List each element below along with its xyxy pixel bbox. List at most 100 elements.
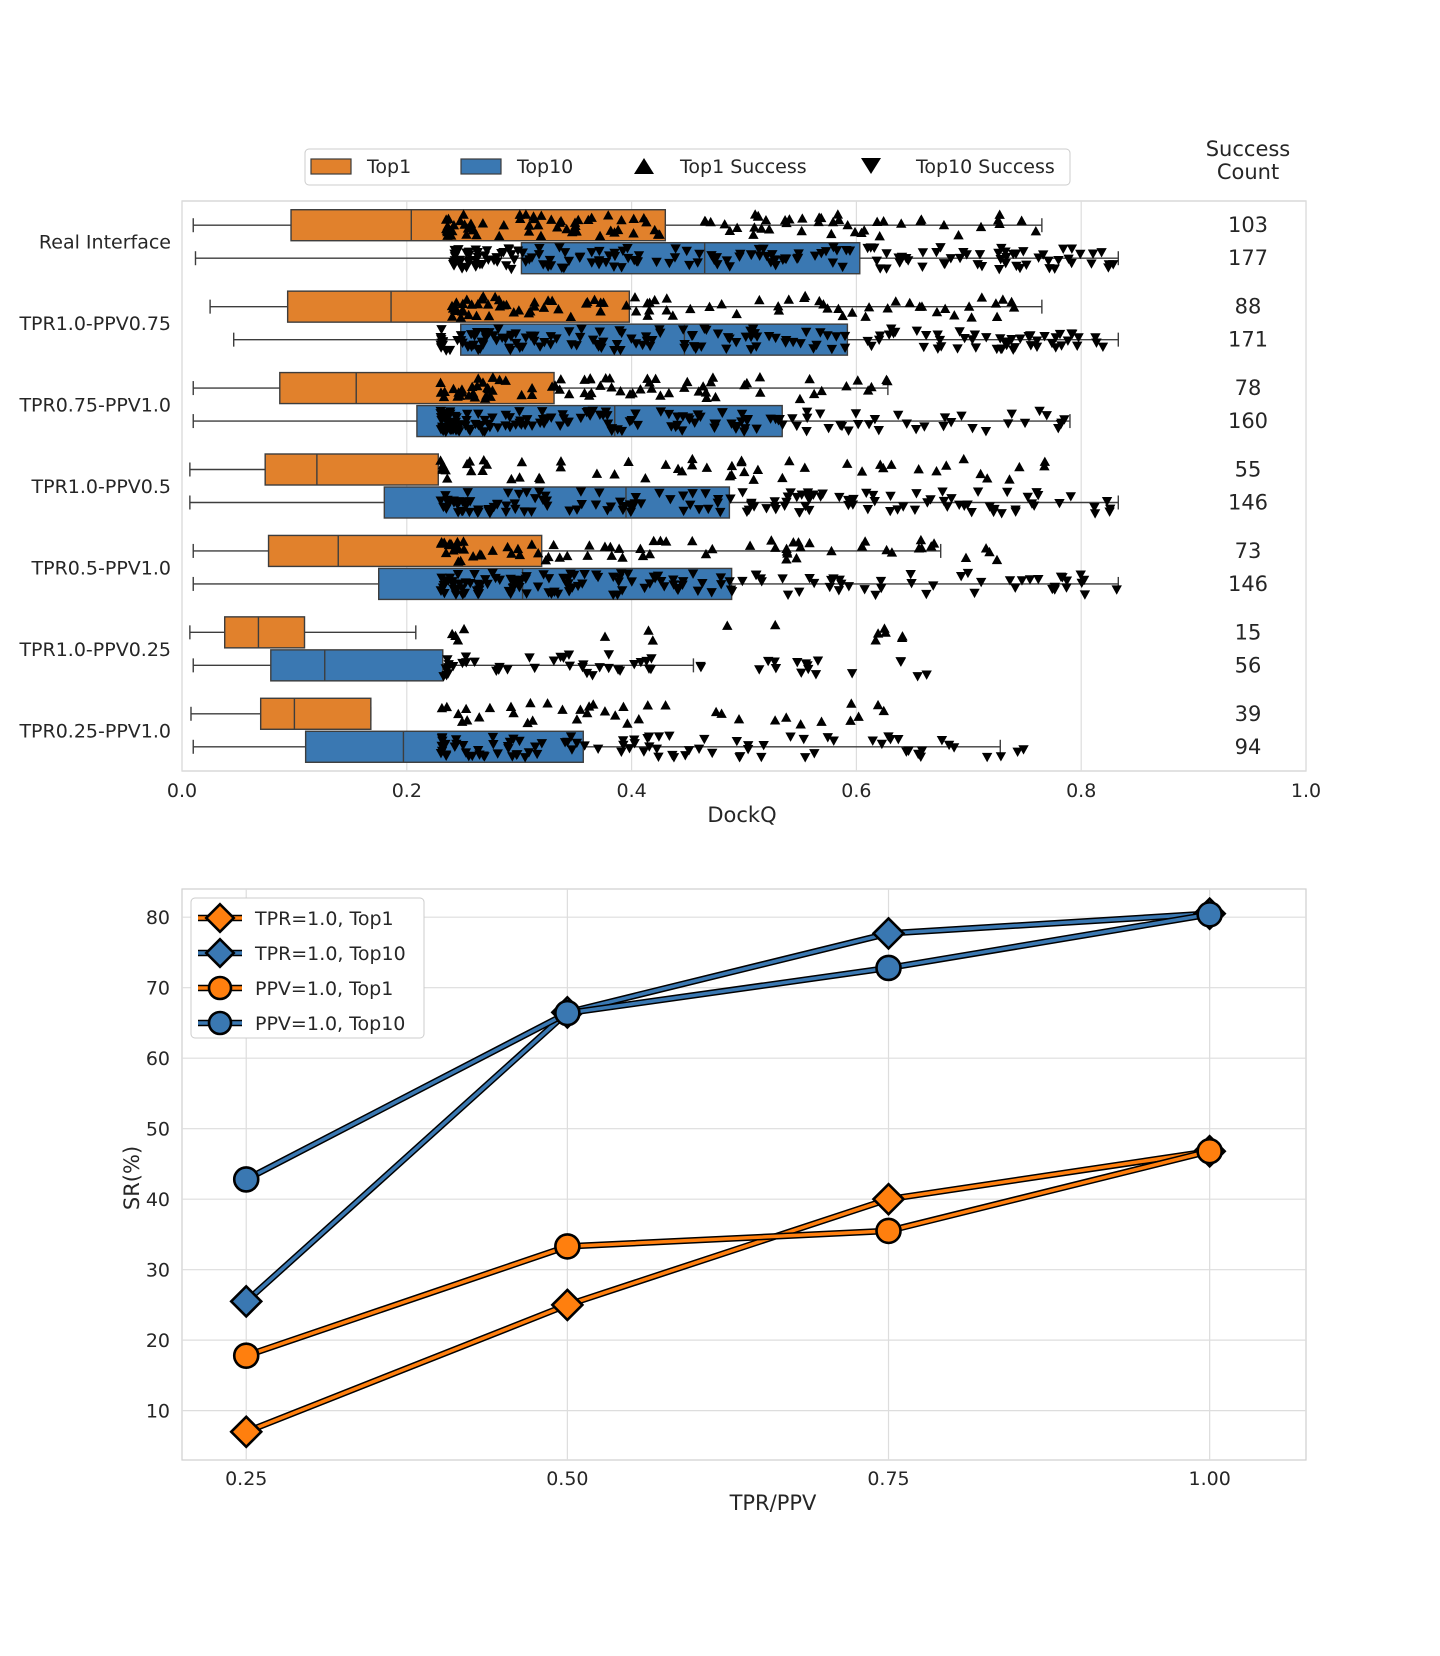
- top10-success-marker: [870, 590, 881, 601]
- legend-marker-circle: [207, 1010, 233, 1036]
- top10-success-marker: [916, 746, 928, 756]
- series-point-circle: [232, 1166, 260, 1193]
- top1-success-marker: [781, 217, 792, 228]
- boxplot-x-tick-label: 0.4: [616, 780, 646, 802]
- top10-success-marker: [1024, 575, 1036, 585]
- top10-success-marker: [629, 659, 640, 670]
- top1-success-marker: [749, 222, 760, 232]
- top1-success-marker: [963, 301, 975, 311]
- top10-success-marker: [751, 570, 762, 580]
- top1-success-marker: [624, 389, 636, 399]
- top10-success-marker: [643, 664, 655, 674]
- top10-success-marker: [1063, 254, 1074, 264]
- top10-success-marker: [614, 573, 625, 584]
- top1-success-marker: [563, 388, 575, 399]
- top10-success-marker: [885, 491, 896, 502]
- top10-success-marker: [526, 421, 538, 431]
- top10-success-marker: [1087, 249, 1099, 259]
- top10-success-marker: [1062, 336, 1074, 346]
- line-y-tick-label: 20: [146, 1330, 170, 1352]
- top10-success-marker: [575, 413, 587, 424]
- top10-success-marker: [474, 750, 485, 760]
- top1-success-marker: [1008, 302, 1020, 312]
- series-line: [245, 1149, 1211, 1358]
- top1-success-marker: [687, 535, 698, 546]
- top1-success-marker: [575, 704, 586, 714]
- top10-success-marker: [1046, 338, 1058, 349]
- top1-success-marker: [853, 711, 864, 721]
- boxplot-axes-frame: [181, 200, 1307, 772]
- top10-success-marker: [492, 423, 504, 433]
- legend-label: PPV=1.0, Top10: [255, 1013, 405, 1035]
- top1-success-marker: [748, 474, 759, 484]
- top10-success-marker: [435, 406, 446, 417]
- top1-success-marker: [583, 701, 595, 711]
- top1-success-marker: [874, 230, 885, 241]
- top10-success-marker: [480, 575, 491, 585]
- top10-success-marker: [804, 505, 815, 516]
- line-y-tick-label: 40: [146, 1189, 170, 1211]
- top10-success-marker: [577, 579, 588, 589]
- top1-success-marker: [644, 548, 656, 559]
- top10-success-marker: [472, 508, 483, 518]
- top10-success-marker: [454, 420, 466, 430]
- boxplot-x-tick-label: 0.0: [167, 780, 197, 802]
- top10-success-marker: [746, 250, 757, 260]
- top10-success-marker: [811, 340, 822, 351]
- top1-success-marker: [538, 302, 550, 312]
- top1-success-marker: [770, 542, 781, 552]
- top10-success-marker: [436, 734, 448, 744]
- top1-success-marker: [536, 210, 547, 220]
- top10-success-marker: [1055, 419, 1067, 430]
- top1-success-marker: [458, 623, 470, 634]
- top10-success-marker: [622, 244, 633, 254]
- top1-success-marker: [754, 294, 765, 305]
- top1-success-marker: [646, 383, 657, 393]
- top10-success-marker: [435, 496, 446, 506]
- top10-success-marker: [566, 745, 578, 755]
- top1-success-marker: [881, 544, 892, 555]
- top1-success-marker: [845, 715, 856, 725]
- top10-success-marker: [1019, 418, 1031, 429]
- top1-success-marker: [635, 384, 646, 394]
- top10-success-marker: [980, 426, 992, 437]
- top10-success-marker: [670, 244, 681, 254]
- top10-success-marker: [917, 262, 928, 273]
- top10-success-marker: [537, 495, 549, 505]
- top10-success-marker: [602, 411, 613, 421]
- top10-success-marker: [796, 490, 807, 500]
- top10-success-marker: [721, 256, 733, 266]
- top1-success-marker: [731, 222, 743, 232]
- top10-success-marker: [763, 332, 775, 342]
- top10-success-marker: [961, 250, 972, 260]
- success-count-value: 55: [1235, 458, 1262, 482]
- top10-success-marker: [894, 258, 905, 268]
- top1-success-marker: [448, 219, 460, 230]
- top10-success-marker: [571, 738, 583, 749]
- top10-success-marker: [1001, 340, 1012, 351]
- top10-success-marker: [639, 583, 650, 594]
- top10-success-marker: [1049, 584, 1060, 594]
- top1-success-marker: [603, 210, 614, 220]
- top10-success-marker: [471, 586, 483, 596]
- top10-success-marker: [680, 751, 691, 761]
- top10-success-marker: [780, 338, 791, 348]
- top10-success-marker: [1015, 334, 1026, 344]
- series-point-diamond: [229, 1284, 264, 1319]
- top10-success-marker: [873, 426, 885, 436]
- top10-success-marker: [672, 420, 683, 431]
- top10-success-marker: [945, 417, 957, 428]
- top10-success-marker: [873, 335, 885, 346]
- top10-success-marker: [734, 753, 745, 763]
- top1-success-marker: [833, 303, 844, 313]
- top10-success-marker: [802, 488, 814, 498]
- top10-success-marker: [785, 488, 796, 498]
- top1-success-marker: [463, 309, 474, 320]
- top10-success-marker: [1053, 255, 1064, 266]
- boxplot-x-tick-labels: 0.0 0.2 0.4 0.6 0.8 1.0: [167, 780, 1321, 802]
- top1-success-marker: [808, 388, 820, 399]
- top1-success-marker: [1006, 296, 1017, 307]
- top1-success-marker: [466, 299, 477, 309]
- top10-success-marker: [936, 735, 948, 746]
- top1-box: [264, 453, 439, 486]
